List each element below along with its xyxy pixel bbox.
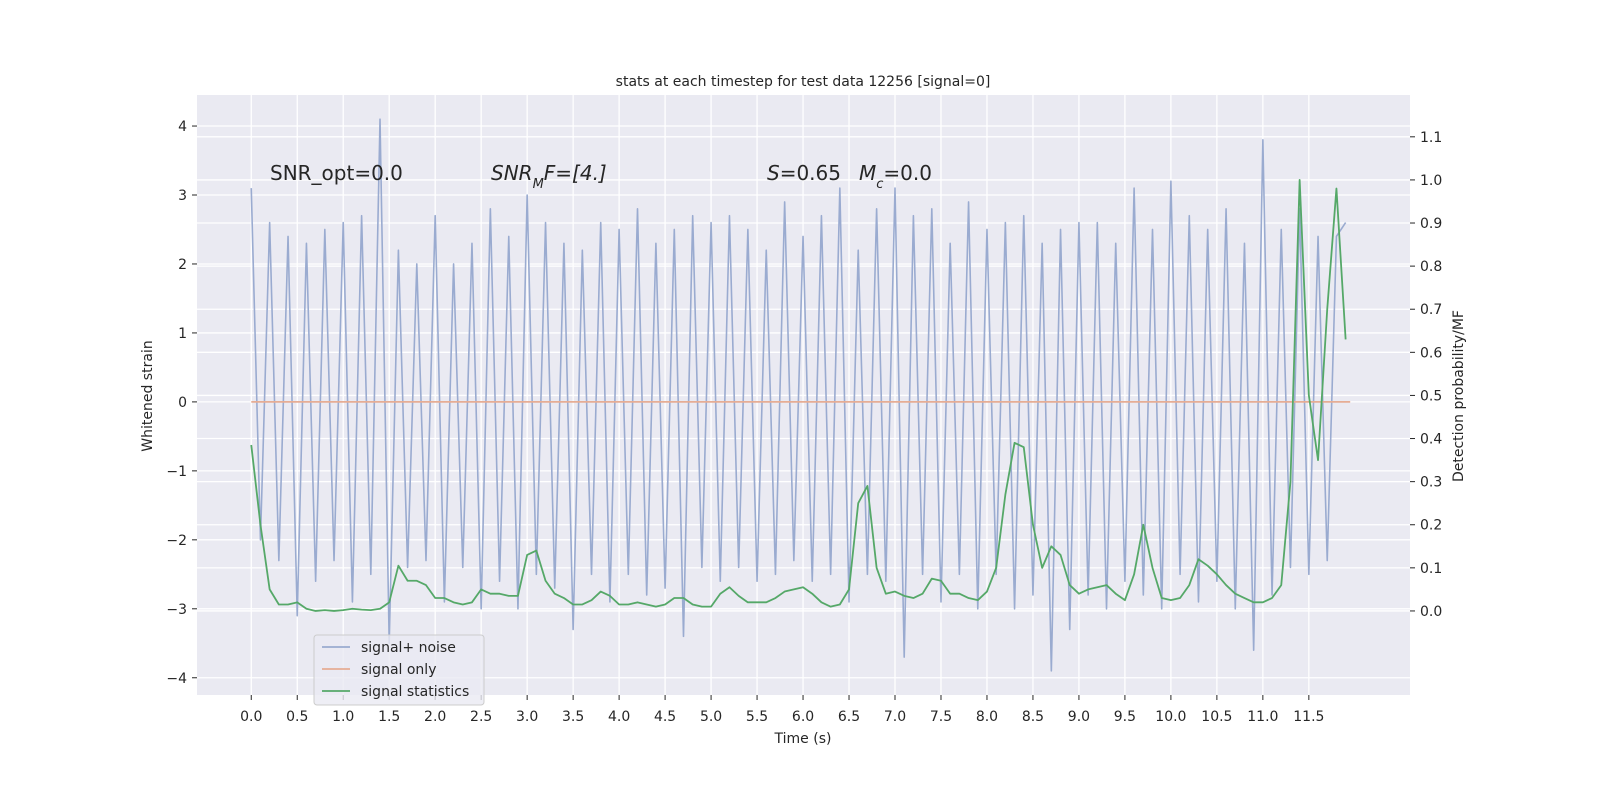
x-tick-label: 11.5 — [1293, 709, 1324, 725]
x-tick-label: 4.0 — [608, 709, 630, 725]
y2-tick-label: 0.5 — [1420, 388, 1442, 404]
annotation-subscript: c — [876, 177, 883, 192]
y2-tick-label: 0.1 — [1420, 561, 1442, 577]
y-tick-label: −2 — [166, 533, 187, 549]
annotation-suffix: =0.0 — [883, 161, 932, 185]
x-tick-label: 1.5 — [378, 709, 400, 725]
x-tick-label: 4.5 — [654, 709, 676, 725]
x-tick-label: 7.0 — [884, 709, 906, 725]
x-tick-label: 9.0 — [1068, 709, 1090, 725]
annotation: SNRMF=[4.] — [491, 161, 607, 192]
annotation-text: SNR_opt=0.0 — [270, 161, 403, 185]
x-tick-label: 8.0 — [976, 709, 998, 725]
legend-label: signal only — [361, 662, 436, 678]
series-line — [250, 179, 1347, 612]
chart-title: stats at each timestep for test data 122… — [616, 74, 991, 90]
y-tick-label: 4 — [178, 119, 187, 135]
y2-tick-label: 0.4 — [1420, 432, 1442, 448]
y-tick-label: 0 — [178, 395, 187, 411]
annotation-suffix: =0.65 — [780, 161, 841, 185]
y-tick-label: 2 — [178, 257, 187, 273]
y2-tick-label: 0.8 — [1420, 259, 1442, 275]
grid — [197, 95, 1410, 695]
y-tick-label: −1 — [166, 464, 187, 480]
y-tick-label: 1 — [178, 326, 187, 342]
x-tick-label: 0.5 — [286, 709, 308, 725]
annotation: S=0.65 — [767, 161, 841, 185]
y2-tick-label: 0.2 — [1420, 518, 1442, 534]
legend-label: signal+ noise — [361, 640, 456, 656]
y2-tick-label: 1.1 — [1420, 130, 1442, 146]
x-axis-label: Time (s) — [774, 731, 832, 747]
x-tick-label: 5.0 — [700, 709, 722, 725]
x-tick-label: 3.0 — [516, 709, 538, 725]
y2-axis-label: Detection probability/MF — [1451, 310, 1467, 482]
annotation-text: SNR — [491, 161, 533, 185]
x-tick-label: 10.5 — [1201, 709, 1232, 725]
y2-tick-label: 0.6 — [1420, 345, 1442, 361]
legend-label: signal statistics — [361, 684, 469, 700]
x-tick-label: 1.0 — [332, 709, 354, 725]
y2-tick-label: 1.0 — [1420, 173, 1442, 189]
x-tick-label: 2.5 — [470, 709, 492, 725]
y-tick-label: 3 — [178, 188, 187, 204]
annotation-text: M — [859, 161, 876, 185]
annotation-subscript: M — [533, 177, 544, 192]
labels: 0.0 0.5 1.0 1.5 2.0 2.5 3.0 3.5 4.0 4.5 5.0 5.5 6.0 6… — [166, 119, 1442, 725]
x-tick-label: 8.5 — [1022, 709, 1044, 725]
series-line — [250, 118, 1347, 672]
y-tick-label: −3 — [166, 602, 187, 618]
x-tick-label: 2.0 — [424, 709, 446, 725]
x-tick-label: 3.5 — [562, 709, 584, 725]
x-tick-label: 10.0 — [1155, 709, 1186, 725]
x-tick-label: 6.5 — [838, 709, 860, 725]
annotation: Mc=0.0 — [859, 161, 932, 192]
legend: signal+ noise signal only signal statistic… — [313, 634, 485, 706]
y2-tick-label: 0.9 — [1420, 216, 1442, 232]
y-axis-label: Whitened strain — [140, 340, 156, 451]
x-tick-label: 11.0 — [1247, 709, 1278, 725]
legend-box — [313, 634, 485, 706]
x-tick-label: 9.5 — [1114, 709, 1136, 725]
y2-tick-label: 0.0 — [1420, 604, 1442, 620]
x-tick-label: 7.5 — [930, 709, 952, 725]
x-tick-label: 6.0 — [792, 709, 814, 725]
annotation-text: S — [767, 161, 780, 185]
y-tick-label: −4 — [166, 671, 187, 687]
annotation: SNR_opt=0.0 — [270, 161, 403, 185]
annotation-suffix: F=[4.] — [544, 161, 607, 185]
marks — [250, 118, 1351, 672]
y2-tick-label: 0.3 — [1420, 475, 1442, 491]
x-tick-label: 0.0 — [240, 709, 262, 725]
y2-tick-label: 0.7 — [1420, 302, 1442, 318]
x-tick-label: 5.5 — [746, 709, 768, 725]
